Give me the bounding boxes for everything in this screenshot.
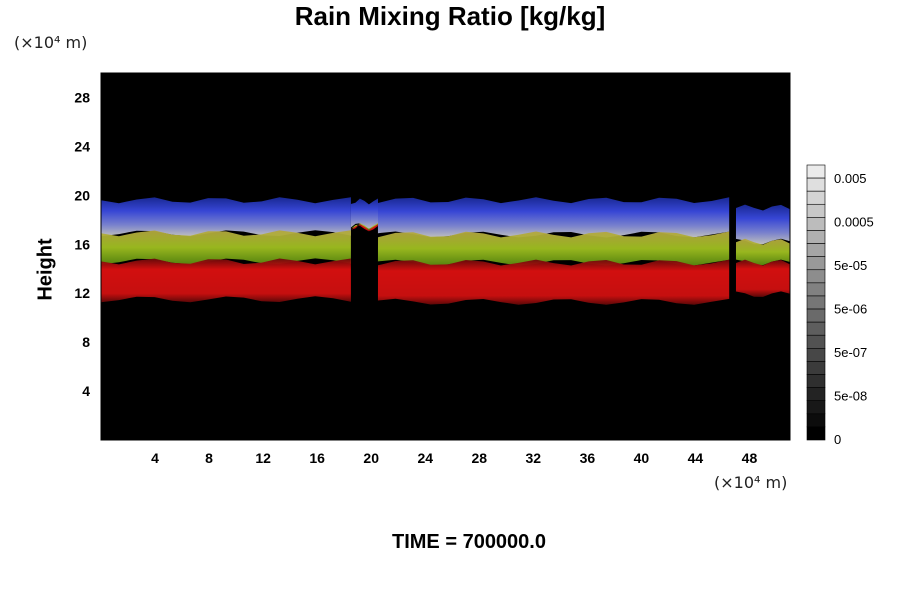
colorbar-swatch (806, 321, 826, 336)
time-label: TIME = 700000.0 (392, 531, 546, 553)
colorbar-label: 5e-08 (834, 389, 867, 404)
x-tick-label: 12 (255, 450, 271, 466)
colorbar-swatch (806, 243, 826, 257)
band-upper-2 (350, 198, 378, 229)
y-tick-label: 12 (74, 285, 90, 301)
colorbar-swatch (806, 413, 826, 428)
colorbar-swatch (806, 164, 826, 179)
y-tick-label: 24 (74, 138, 90, 154)
chart-title: Rain Mixing Ratio [kg/kg] (294, 1, 606, 31)
band-upper-3 (377, 197, 730, 238)
band-lower-2 (350, 224, 378, 232)
colorbar-label: 0.005 (834, 171, 867, 186)
colorbar-label: 5e-06 (834, 302, 867, 317)
colorbar-swatch (806, 230, 826, 244)
colorbar-swatch (806, 334, 826, 349)
y-axis: 4 8 12 16 20 24 28 (74, 89, 90, 399)
plot-frame (100, 72, 791, 441)
x-tick-label: 36 (580, 450, 596, 466)
band-upper-4 (735, 204, 790, 245)
colorbar-swatch (806, 308, 826, 323)
colorbar-swatch (806, 295, 826, 310)
colorbar-swatch (806, 177, 826, 192)
band-middle-2 (350, 223, 378, 231)
x-tick-label: 40 (634, 450, 650, 466)
band-lower-3 (377, 259, 730, 305)
band-middle-1 (101, 230, 351, 265)
x-axis: 4 8 12 16 20 24 28 32 36 40 44 48 (151, 450, 757, 466)
x-tick-label: 44 (688, 450, 704, 466)
colorbar-swatch (806, 426, 826, 441)
band-middle-3 (377, 231, 730, 266)
colorbar-swatch (806, 217, 826, 231)
colorbar-swatch (806, 387, 826, 402)
band-middle-4 (735, 238, 790, 266)
x-tick-label: 48 (742, 450, 758, 466)
band-lower-1 (101, 258, 351, 303)
x-axis-unit: (×10⁴ m) (714, 473, 788, 492)
colorbar-label: 0 (834, 432, 841, 447)
colorbar-label: 5e-07 (834, 345, 867, 360)
colorbar-swatch (806, 282, 826, 297)
y-tick-label: 8 (82, 334, 90, 350)
x-tick-label: 32 (526, 450, 542, 466)
colorbar-swatch (806, 374, 826, 388)
x-tick-label: 8 (205, 450, 213, 466)
colorbar-swatch (806, 269, 826, 284)
colorbar-swatch (806, 203, 826, 218)
x-tick-label: 4 (151, 450, 159, 466)
colorbar-label: 5e-05 (834, 258, 867, 273)
colorbar-swatch (806, 348, 826, 362)
y-tick-label: 28 (74, 89, 90, 105)
x-tick-label: 16 (309, 450, 325, 466)
y-tick-label: 20 (74, 187, 90, 203)
colorbar-swatch (806, 400, 826, 415)
colorbar: 0.005 0.0005 5e-05 5e-06 5e-07 5e-08 0 (806, 164, 874, 447)
y-tick-label: 4 (82, 383, 90, 399)
x-tick-label: 20 (363, 450, 379, 466)
band-upper-1 (101, 197, 351, 237)
colorbar-swatch (806, 256, 826, 271)
y-tick-label: 16 (74, 236, 90, 252)
colorbar-swatch (806, 190, 826, 205)
colorbar-swatch (806, 361, 826, 375)
colorbar-label: 0.0005 (834, 215, 874, 230)
cloud-layer (101, 197, 790, 305)
x-tick-label: 24 (417, 450, 433, 466)
band-lower-4 (735, 259, 790, 297)
x-tick-label: 28 (471, 450, 487, 466)
y-axis-unit: (×10⁴ m) (14, 33, 88, 52)
